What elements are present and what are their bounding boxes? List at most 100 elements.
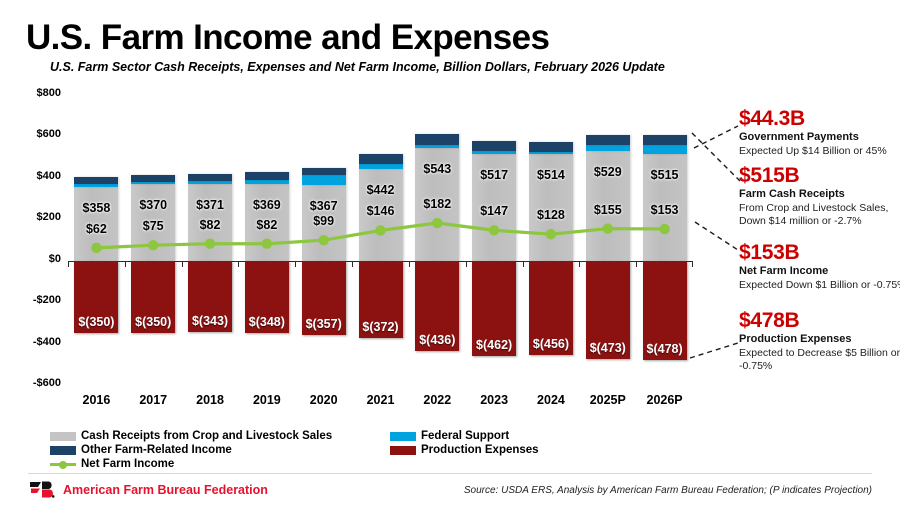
bar-column[interactable] <box>358 95 403 385</box>
y-axis-tick-label: $400 <box>36 169 61 182</box>
bar-segment-federal-support[interactable] <box>472 151 517 154</box>
callout-farm-cash-receipts: $515B Farm Cash Receipts From Crop and L… <box>739 164 900 229</box>
callout-body: Expected Down $1 Billion or -0.75% <box>739 278 900 291</box>
bar-segment-other-income[interactable] <box>301 167 346 176</box>
footer-divider <box>28 473 872 474</box>
callout-government-payments: $44.3B Government Payments Expected Up $… <box>739 107 900 158</box>
callout-amount: $44.3B <box>739 107 805 130</box>
bar-segment-production-expenses[interactable] <box>415 260 460 352</box>
x-axis-tick <box>124 260 126 267</box>
x-axis-tick <box>636 260 638 267</box>
y-axis-tick-label: $800 <box>36 87 61 99</box>
x-axis-category-label: 2022 <box>423 393 452 407</box>
legend-line-swatch <box>50 460 76 469</box>
afbf-logo: American Farm Bureau Federation <box>30 481 268 498</box>
bar-segment-other-income[interactable] <box>642 134 687 145</box>
label-net-farm-income: $146 <box>366 204 395 219</box>
x-axis-tick <box>465 260 467 267</box>
label-net-farm-income: $82 <box>199 217 221 232</box>
bar-column[interactable] <box>131 95 176 385</box>
x-axis-category-label: 2018 <box>196 393 224 407</box>
x-axis-category-label: 2024 <box>537 393 565 407</box>
chart-plot-area: $800 $600 $400 $200 $0 -$200 -$400 -$600 $358 $6… <box>33 87 693 407</box>
x-axis-tick <box>352 260 354 267</box>
bar-column[interactable] <box>301 95 346 385</box>
callout-amount: $515B <box>739 164 800 187</box>
bar-segment-federal-support[interactable] <box>131 181 176 185</box>
label-production-expenses: $(350) <box>78 315 115 330</box>
bar-segment-production-expenses[interactable] <box>244 260 289 333</box>
bar-segment-other-income[interactable] <box>188 173 233 182</box>
bar-segment-federal-support[interactable] <box>244 179 289 185</box>
bar-segment-other-income[interactable] <box>358 154 403 164</box>
bar-segment-production-expenses[interactable] <box>472 260 517 357</box>
bar-column[interactable] <box>188 95 233 385</box>
legend-color-swatch <box>390 431 416 441</box>
y-axis-tick-label: $200 <box>36 211 61 224</box>
label-cash-receipts: $517 <box>480 167 509 182</box>
bar-segment-other-income[interactable] <box>74 177 119 184</box>
legend-label: Production Expenses <box>421 444 539 456</box>
bar-segment-federal-support[interactable] <box>642 144 687 155</box>
label-net-farm-income: $147 <box>480 204 509 219</box>
label-production-expenses: $(343) <box>191 313 229 328</box>
legend-item[interactable]: Production Expenses <box>390 444 539 456</box>
bar-segment-federal-support[interactable] <box>528 152 573 155</box>
bar-segment-federal-support[interactable] <box>358 163 403 170</box>
label-cash-receipts: $514 <box>537 168 565 183</box>
label-cash-receipts: $529 <box>593 165 622 180</box>
label-production-expenses: $(372) <box>362 319 399 334</box>
label-cash-receipts: $370 <box>139 198 168 213</box>
bar-segment-other-income[interactable] <box>415 133 460 145</box>
bar-segment-production-expenses[interactable] <box>188 260 233 332</box>
bar-column[interactable] <box>244 95 289 385</box>
label-net-farm-income: $82 <box>256 217 278 232</box>
legend-color-swatch <box>390 445 416 455</box>
bar-segment-federal-support[interactable] <box>585 144 630 152</box>
bar-segment-production-expenses[interactable] <box>301 260 346 335</box>
page-subtitle: U.S. Farm Sector Cash Receipts, Expenses… <box>50 60 665 74</box>
y-axis-tick-label: -$400 <box>32 335 61 348</box>
label-production-expenses: $(357) <box>305 316 342 331</box>
y-axis-tick-label: -$600 <box>32 377 61 389</box>
bar-column[interactable] <box>74 95 119 385</box>
label-production-expenses: $(436) <box>419 333 456 348</box>
label-cash-receipts: $442 <box>366 183 395 198</box>
label-cash-receipts: $369 <box>252 198 281 213</box>
label-production-expenses: $(462) <box>476 338 513 353</box>
bar-segment-production-expenses[interactable] <box>74 260 119 334</box>
bar-segment-other-income[interactable] <box>131 174 176 182</box>
bar-segment-production-expenses[interactable] <box>358 260 403 338</box>
callout-body: From Crop and Livestock Sales, Down $14 … <box>739 201 889 228</box>
label-cash-receipts: $515 <box>650 168 679 183</box>
y-axis-tick-label: -$200 <box>32 294 61 307</box>
y-axis-tick-label: $0 <box>48 252 61 265</box>
bar-segment-federal-support[interactable] <box>74 183 119 187</box>
x-axis-tick <box>181 260 183 267</box>
bar-segment-other-income[interactable] <box>244 172 289 180</box>
legend-item[interactable]: Cash Receipts from Crop and Livestock Sa… <box>50 430 332 442</box>
legend-item[interactable]: Other Farm-Related Income <box>50 444 232 456</box>
x-axis-category-label: 2025P <box>589 393 626 407</box>
legend-item[interactable]: Federal Support <box>390 430 509 442</box>
label-net-farm-income: $62 <box>85 221 107 236</box>
bar-segment-other-income[interactable] <box>472 140 517 152</box>
x-axis-tick <box>295 260 297 267</box>
bar-segment-federal-support[interactable] <box>301 175 346 185</box>
bar-segment-other-income[interactable] <box>528 141 573 153</box>
label-cash-receipts: $543 <box>423 162 452 177</box>
bar-segment-production-expenses[interactable] <box>528 260 573 356</box>
bar-segment-federal-support[interactable] <box>415 144 460 149</box>
legend-item[interactable]: Net Farm Income <box>50 458 174 470</box>
bar-segment-federal-support[interactable] <box>188 181 233 184</box>
bar-segment-production-expenses[interactable] <box>131 260 176 334</box>
x-axis-tick <box>579 260 581 267</box>
bar-segment-production-expenses[interactable] <box>585 260 630 359</box>
callout-body: Expected to Decrease $5 Billion or -0.75… <box>739 346 900 373</box>
x-axis-tick <box>238 260 240 267</box>
label-production-expenses: $(473) <box>589 340 626 355</box>
x-axis-category-label: 2017 <box>139 393 168 407</box>
bar-segment-production-expenses[interactable] <box>642 260 687 360</box>
bar-segment-other-income[interactable] <box>585 134 630 145</box>
